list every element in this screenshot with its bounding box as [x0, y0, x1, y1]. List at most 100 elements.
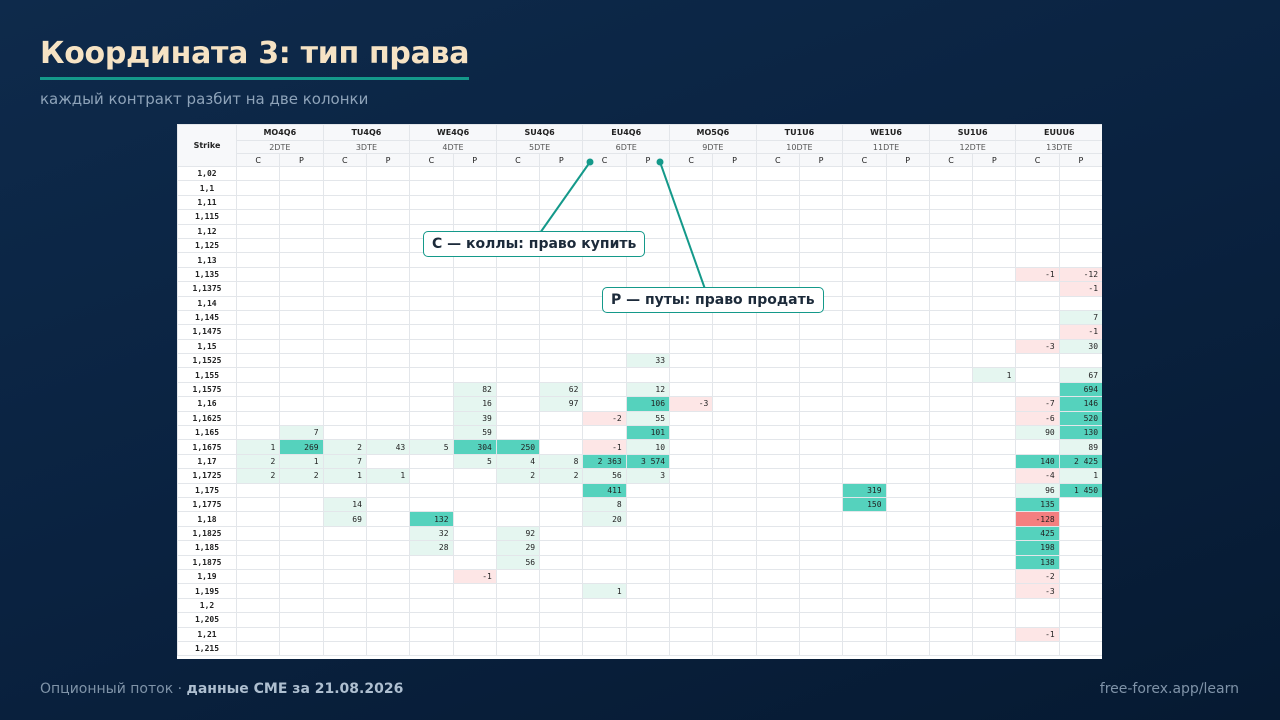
strike-row: 1,1625 39 -2 55 -6 520 [177, 410, 1102, 427]
subtitle: каждый контракт разбит на две колонки [40, 90, 369, 108]
side-label: C [1015, 153, 1060, 167]
cell: 1 [322, 468, 367, 484]
footer-source: Опционный поток · данные CME за 21.08.20… [40, 681, 403, 697]
cell: 55 [625, 410, 671, 427]
contract-name: MO5Q6 [669, 124, 757, 141]
cell: 269 [279, 439, 324, 455]
pointer-dot [656, 158, 664, 166]
cell: 304 [452, 439, 497, 455]
strike-row: 1,1875 56 138 [177, 554, 1102, 570]
cell: -12 [1058, 266, 1102, 283]
cell: 30 [1058, 338, 1102, 355]
side-label: P [972, 153, 1017, 167]
contract-dte: 9DTE [669, 140, 757, 154]
strike-row: 1,185 28 29 198 [177, 540, 1102, 556]
cell: -1 [1058, 281, 1102, 297]
cell: 1 [279, 453, 324, 470]
pointer [539, 161, 591, 234]
table-screenshot: Strike MO4Q6 TU4Q6 WE4Q6 SU4Q6 EU4Q6 MO5Q6 TU1U… [177, 124, 1102, 659]
cell: -7 [1015, 396, 1060, 412]
cell: -128 [1015, 511, 1060, 527]
strike-row: 1,1575 82 62 12 694 [177, 381, 1102, 398]
cell [452, 640, 497, 657]
cell: 7 [1058, 309, 1102, 326]
cell: 92 [495, 525, 541, 542]
cell: 56 [582, 468, 627, 484]
cell: 150 [842, 496, 887, 513]
strike-header: Strike [177, 124, 237, 167]
pointer-dot [586, 158, 594, 166]
cell: 5 [452, 453, 497, 470]
cell: 1 [582, 583, 627, 599]
side-label: P [365, 153, 411, 167]
cell: 1 [235, 439, 281, 455]
side-label: P [885, 153, 930, 167]
cell: -6 [1015, 410, 1060, 427]
cell: 2 [235, 453, 281, 470]
cell: -4 [1015, 468, 1060, 484]
cell: -3 [1015, 338, 1060, 355]
strike-row: 1,1675 1 269 2 43 5 304 250 -1 10 89 [177, 439, 1102, 455]
contract-name: WE4Q6 [409, 124, 497, 141]
title: Координата 3: тип права [40, 36, 469, 80]
cell [539, 640, 584, 657]
strike-row: 1,1775 14 8 150 135 [177, 496, 1102, 513]
cell: 425 [1015, 525, 1060, 542]
cell: 198 [1015, 540, 1060, 556]
contract-name: SU4Q6 [495, 124, 584, 141]
cell: -3 [1015, 583, 1060, 599]
cell: 1 [1058, 468, 1102, 484]
cell: 7 [279, 425, 324, 441]
cell: 2 [495, 468, 541, 484]
cell: 2 425 [1058, 453, 1102, 470]
callout: P — путы: право продать [602, 287, 824, 313]
strike-row: 1,17 2 1 7 5 4 8 2 363 3 574 140 2 425 [177, 453, 1102, 470]
cell: 135 [1015, 496, 1060, 513]
strike-row: 1,19 -1 -2 [177, 568, 1102, 585]
strike-row: 1,175 411 319 96 1 450 [177, 482, 1102, 498]
cell: 132 [409, 511, 454, 527]
side-label: C [322, 153, 367, 167]
cell: 89 [1058, 439, 1102, 455]
cell: 29 [495, 540, 541, 556]
strike-row: 1,215 [177, 640, 1102, 657]
cell [279, 640, 324, 657]
pointer [659, 161, 706, 290]
contract-name: SU1U6 [928, 124, 1017, 141]
cell: 140 [1015, 453, 1060, 470]
cell: 146 [1058, 396, 1102, 412]
strike-row: 1,1825 32 92 425 [177, 525, 1102, 542]
cell: 8 [582, 496, 627, 513]
cell: 82 [452, 381, 497, 398]
strike-row: 1,205 [177, 612, 1102, 628]
cell: -3 [669, 396, 714, 412]
strike-row: 1,165 7 59 101 90 130 [177, 425, 1102, 441]
cell [712, 640, 757, 657]
cell: 59 [452, 425, 497, 441]
strike-row: 1,16 16 97 106 -3 -7 146 [177, 396, 1102, 412]
cell: -2 [1015, 568, 1060, 585]
strike-row: 1,1525 33 [177, 353, 1102, 369]
cell [885, 640, 930, 657]
cell: 90 [1015, 425, 1060, 441]
cell: 16 [452, 396, 497, 412]
strike-row: 1,02 [177, 165, 1102, 182]
cell: 101 [625, 425, 671, 441]
side-label: C [842, 153, 887, 167]
cell [365, 640, 411, 657]
cell: 62 [539, 381, 584, 398]
strike: 1,215 [177, 640, 237, 657]
cell: 8 [539, 453, 584, 470]
cell: 28 [409, 540, 454, 556]
cell [1058, 640, 1102, 657]
cell: 2 [279, 468, 324, 484]
contract-name: WE1U6 [842, 124, 930, 141]
cell: 411 [582, 482, 627, 498]
cell: 33 [625, 353, 671, 369]
cell [972, 640, 1017, 657]
callout: C — коллы: право купить [423, 231, 646, 257]
contract-dte: 13DTE [1015, 140, 1102, 154]
cell: 250 [495, 439, 541, 455]
